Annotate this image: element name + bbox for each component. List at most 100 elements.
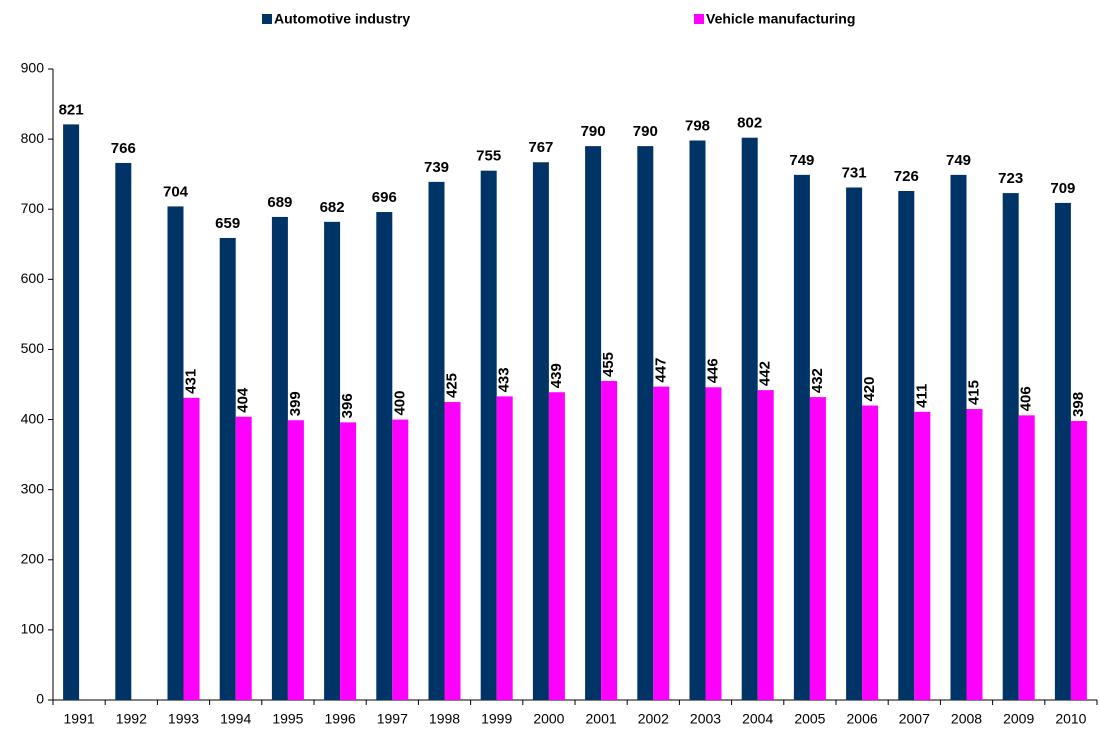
value-label: 433 xyxy=(496,367,513,392)
value-label: 709 xyxy=(1050,180,1075,197)
x-tick-label: 2007 xyxy=(899,711,930,727)
value-label: 689 xyxy=(267,194,292,211)
value-label: 404 xyxy=(235,387,252,413)
x-tick-label: 2004 xyxy=(742,711,773,727)
bar xyxy=(637,146,654,701)
value-label: 431 xyxy=(182,369,199,394)
x-tick-label: 2009 xyxy=(1003,711,1034,727)
x-tick-label: 1999 xyxy=(481,711,512,727)
x-tick-label: 2003 xyxy=(690,711,721,727)
bar xyxy=(167,206,184,700)
value-label: 659 xyxy=(215,215,240,232)
value-label: 425 xyxy=(443,373,460,398)
value-label: 442 xyxy=(757,361,774,386)
y-tick-label: 100 xyxy=(21,621,45,637)
bar xyxy=(428,181,445,700)
legend-swatch xyxy=(694,14,704,24)
bar xyxy=(1054,202,1071,700)
legend-swatch xyxy=(262,14,272,24)
value-label: 432 xyxy=(809,368,826,393)
bar xyxy=(809,397,826,700)
value-label: 723 xyxy=(998,170,1023,187)
y-tick-label: 600 xyxy=(21,270,45,286)
value-label: 455 xyxy=(600,352,617,377)
bar xyxy=(115,162,132,701)
bar xyxy=(324,221,341,700)
bar xyxy=(1070,420,1087,700)
bar xyxy=(757,390,774,700)
value-label: 398 xyxy=(1070,392,1087,417)
x-tick-label: 1996 xyxy=(325,711,356,727)
y-tick-label: 700 xyxy=(21,200,45,216)
bar xyxy=(898,190,915,700)
x-tick-label: 2002 xyxy=(638,711,669,727)
value-label: 767 xyxy=(528,139,553,156)
legend-label: Automotive industry xyxy=(274,11,410,27)
value-label: 439 xyxy=(548,363,565,388)
x-tick-label: 2001 xyxy=(586,711,617,727)
bar xyxy=(235,416,252,700)
legend-label: Vehicle manufacturing xyxy=(706,11,855,27)
y-tick-label: 300 xyxy=(21,480,45,496)
value-label: 766 xyxy=(111,140,136,157)
x-tick-label: 1994 xyxy=(220,711,251,727)
y-tick-label: 200 xyxy=(21,550,45,566)
x-tick-label: 1991 xyxy=(64,711,95,727)
y-tick-label: 900 xyxy=(21,60,45,76)
bar xyxy=(219,237,236,700)
value-label: 406 xyxy=(1018,386,1035,411)
bar xyxy=(392,419,409,700)
bar xyxy=(705,387,722,700)
value-label: 446 xyxy=(704,358,721,383)
value-label: 420 xyxy=(861,377,878,402)
value-label: 790 xyxy=(633,123,658,140)
x-tick-label: 2008 xyxy=(951,711,982,727)
bar xyxy=(548,392,565,700)
value-label: 802 xyxy=(737,115,762,132)
value-label: 400 xyxy=(391,391,408,416)
bar xyxy=(914,411,931,700)
bar xyxy=(480,170,497,700)
y-tick-label: 400 xyxy=(21,410,45,426)
bar xyxy=(793,174,810,700)
value-label: 790 xyxy=(581,123,606,140)
value-label: 821 xyxy=(59,101,84,118)
x-tick-label: 2010 xyxy=(1055,711,1086,727)
bar xyxy=(585,146,602,701)
bar xyxy=(862,405,879,700)
x-tick-label: 1995 xyxy=(272,711,303,727)
y-tick-label: 800 xyxy=(21,130,45,146)
value-label: 726 xyxy=(894,168,919,185)
value-label: 447 xyxy=(652,358,669,383)
bar xyxy=(444,402,461,700)
x-tick-label: 1992 xyxy=(116,711,147,727)
value-label: 731 xyxy=(842,164,867,181)
value-label: 415 xyxy=(965,380,982,405)
value-label: 749 xyxy=(789,152,814,169)
bar xyxy=(966,409,983,700)
bar xyxy=(689,140,706,701)
bar xyxy=(271,216,288,700)
bar xyxy=(287,420,304,700)
bar xyxy=(846,187,863,700)
x-tick-label: 1998 xyxy=(429,711,460,727)
value-label: 755 xyxy=(476,148,501,165)
y-tick-label: 500 xyxy=(21,340,45,356)
value-label: 399 xyxy=(287,391,304,416)
x-tick-label: 2006 xyxy=(847,711,878,727)
x-tick-label: 1993 xyxy=(168,711,199,727)
y-tick-label: 0 xyxy=(36,691,44,707)
value-label: 798 xyxy=(685,117,710,134)
value-label: 682 xyxy=(320,199,345,216)
value-label: 739 xyxy=(424,159,449,176)
bar xyxy=(340,422,357,700)
bar xyxy=(532,162,549,700)
bar xyxy=(653,386,670,700)
x-tick-label: 1997 xyxy=(377,711,408,727)
bar xyxy=(1018,415,1035,700)
x-tick-label: 2000 xyxy=(533,711,564,727)
value-label: 411 xyxy=(913,384,930,408)
bar xyxy=(63,124,80,701)
